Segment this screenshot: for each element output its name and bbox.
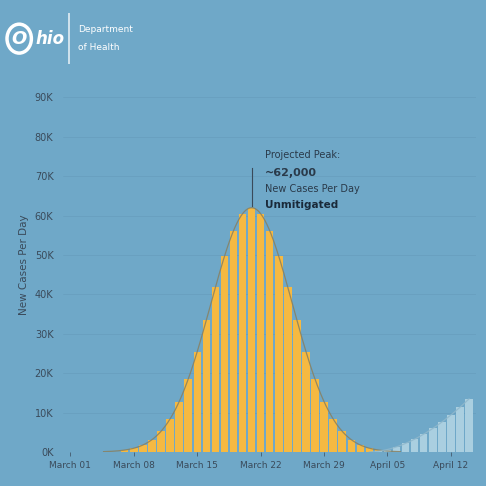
Text: of Health: of Health xyxy=(78,43,120,52)
Text: ~62,000: ~62,000 xyxy=(265,168,317,178)
Bar xyxy=(166,419,174,452)
Bar xyxy=(411,439,418,452)
Bar xyxy=(456,407,464,452)
Bar xyxy=(193,351,201,452)
Bar xyxy=(402,443,409,452)
Text: O: O xyxy=(12,30,27,48)
Bar xyxy=(185,379,192,452)
Bar xyxy=(121,450,128,452)
Bar xyxy=(257,214,264,452)
Bar xyxy=(347,440,355,452)
Bar xyxy=(148,440,156,452)
Bar xyxy=(230,231,237,452)
Bar xyxy=(157,431,165,452)
Text: hio: hio xyxy=(35,30,65,48)
Bar xyxy=(175,402,183,452)
Bar xyxy=(203,320,210,452)
Bar xyxy=(139,445,147,452)
Bar xyxy=(375,451,382,452)
Bar xyxy=(330,419,337,452)
Bar xyxy=(221,257,228,452)
Bar xyxy=(375,450,382,452)
Bar xyxy=(429,429,436,452)
Bar xyxy=(465,399,473,452)
Bar xyxy=(420,434,428,452)
Bar xyxy=(320,402,328,452)
Bar xyxy=(239,214,246,452)
Bar xyxy=(312,379,319,452)
Bar xyxy=(266,231,274,452)
Y-axis label: New Cases Per Day: New Cases Per Day xyxy=(19,214,29,315)
Bar xyxy=(293,320,301,452)
Bar xyxy=(447,415,454,452)
Bar xyxy=(438,422,446,452)
Bar xyxy=(338,431,346,452)
Text: Unmitigated: Unmitigated xyxy=(265,200,338,210)
Bar xyxy=(130,448,138,452)
Bar xyxy=(284,287,292,452)
Bar xyxy=(275,257,282,452)
Bar xyxy=(302,351,310,452)
Bar xyxy=(393,447,400,452)
Text: Department: Department xyxy=(78,25,133,34)
Text: Projected Peak:: Projected Peak: xyxy=(265,151,341,160)
Bar xyxy=(357,445,364,452)
Bar xyxy=(212,287,219,452)
Bar xyxy=(384,450,391,452)
Bar xyxy=(365,448,373,452)
Text: New Cases Per Day: New Cases Per Day xyxy=(265,184,360,194)
Bar xyxy=(248,208,255,452)
